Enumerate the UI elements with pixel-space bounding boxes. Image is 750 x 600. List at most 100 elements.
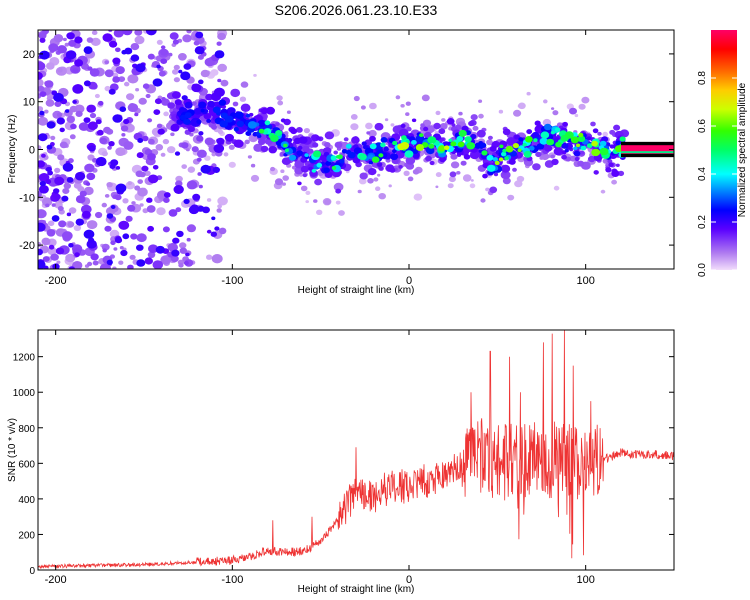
spectrogram-cell (304, 153, 309, 158)
spectrogram-cell (191, 83, 202, 93)
y-tick-label: 200 (18, 530, 35, 541)
spectrogram-cell (87, 261, 93, 267)
spectrogram-cell (38, 260, 46, 269)
spectrogram-cell (56, 117, 65, 125)
spectrogram-cell (183, 260, 189, 266)
spectrogram-cell (104, 225, 112, 232)
spectrogram-cell (216, 208, 222, 213)
spectrogram-cell (619, 136, 626, 142)
spectrogram-cell (517, 148, 522, 152)
spectrogram-cell (303, 128, 310, 134)
x-tick-label: -100 (221, 574, 243, 586)
spectrogram-cell (200, 69, 210, 78)
spectrogram-cell (450, 153, 458, 160)
spectrogram-cell (38, 209, 47, 219)
spectrogram-cell (125, 215, 133, 222)
spectrogram-cell (531, 131, 540, 139)
spectrogram-cell (109, 40, 118, 48)
spectrogram-cell (162, 138, 170, 145)
spectrogram-cell (281, 157, 291, 165)
spectrogram-cell (152, 165, 159, 170)
spectrogram-cell (179, 242, 187, 249)
spectrogram-cell (526, 91, 531, 96)
spectrogram-cell (270, 134, 279, 142)
spectrogram-cell (65, 109, 70, 113)
colorbar-label: Normalized spectral amplitude (737, 82, 748, 217)
spectrogram-cell (127, 181, 133, 186)
spectrogram-cell (198, 131, 204, 136)
spectrogram-cell (62, 162, 74, 172)
spectrogram-cell (400, 142, 410, 150)
spectrogram-cell (302, 145, 310, 153)
spectrogram-cell (68, 39, 77, 47)
spectrogram-cell (265, 106, 275, 115)
spectrogram-cell (57, 45, 67, 54)
colorbar-tick-label: 0.6 (697, 119, 708, 133)
spectrogram-cell (217, 204, 223, 209)
spectrogram-cell (96, 129, 104, 136)
spectrogram-cell (347, 151, 356, 159)
spectrogram-cell (577, 135, 586, 142)
spectrogram-cell (264, 120, 271, 126)
spectrogram-cell (66, 177, 74, 183)
spectrogram-cell (406, 126, 412, 132)
spectrogram-cell (614, 145, 623, 153)
spectrogram-cell (359, 172, 368, 180)
spectrogram-cell (411, 140, 417, 145)
y-tick-label: 600 (18, 459, 35, 470)
spectrogram-cell (297, 145, 303, 150)
spectrogram-cell (512, 167, 517, 172)
spectrogram-cell (365, 122, 373, 130)
spectrogram-cell (74, 104, 85, 114)
spectrogram-cell (441, 118, 446, 122)
spectrogram-cell (173, 185, 184, 194)
spectrogram-cell (54, 176, 65, 186)
spectrogram-cell (360, 105, 366, 110)
spectrogram-cell (146, 205, 156, 213)
spectrogram-cell (337, 154, 343, 160)
spectrogram-cell (526, 129, 533, 135)
spectrogram-cell (144, 170, 151, 176)
spectrogram-cell (74, 59, 84, 67)
spectrogram-cell (56, 112, 63, 118)
spectrogram-cell (611, 170, 620, 177)
x-tick-label: 0 (406, 275, 412, 287)
spectrogram-cell (469, 183, 476, 189)
spectrogram-cell (253, 73, 257, 77)
spectrogram-cell (38, 248, 43, 256)
spectrogram-cell (480, 198, 486, 203)
spectrogram-cell (330, 162, 336, 167)
spectrogram-cell (313, 150, 322, 158)
spectrogram-cell (458, 129, 467, 137)
spectrogram-cell (502, 148, 507, 153)
spectrogram-cell (156, 123, 163, 129)
spectrogram-cell (122, 198, 129, 204)
spectrogram-cell (175, 180, 183, 187)
spectrogram-cell (163, 197, 170, 203)
spectrogram-cell (398, 128, 409, 138)
spectrogram-cell (482, 173, 488, 179)
spectrogram-cell (39, 180, 46, 187)
spectrogram-cell (494, 160, 500, 166)
spectrogram-cell (41, 153, 46, 158)
spectrogram-cell (48, 43, 59, 52)
spectrogram-cell (405, 101, 411, 106)
spectrogram-cell (84, 163, 95, 173)
spectrogram-cell (405, 112, 410, 116)
spectrogram-cell (438, 128, 446, 135)
spectrogram-cell (213, 87, 225, 98)
spectrogram-cell (403, 170, 410, 176)
spectrogram-cell (203, 109, 209, 114)
spectrogram-cell (72, 261, 83, 269)
x-tick-label: 0 (406, 574, 412, 586)
spectrogram-cell (94, 93, 100, 99)
spectrogram-cell (314, 178, 322, 186)
spectrogram-cell (68, 266, 75, 269)
spectrogram-cell (250, 163, 256, 168)
spectrogram-cell (247, 121, 257, 129)
spectrogram-cell (423, 126, 429, 132)
spectrogram-cell (609, 129, 616, 135)
spectrogram-cell (457, 141, 465, 148)
